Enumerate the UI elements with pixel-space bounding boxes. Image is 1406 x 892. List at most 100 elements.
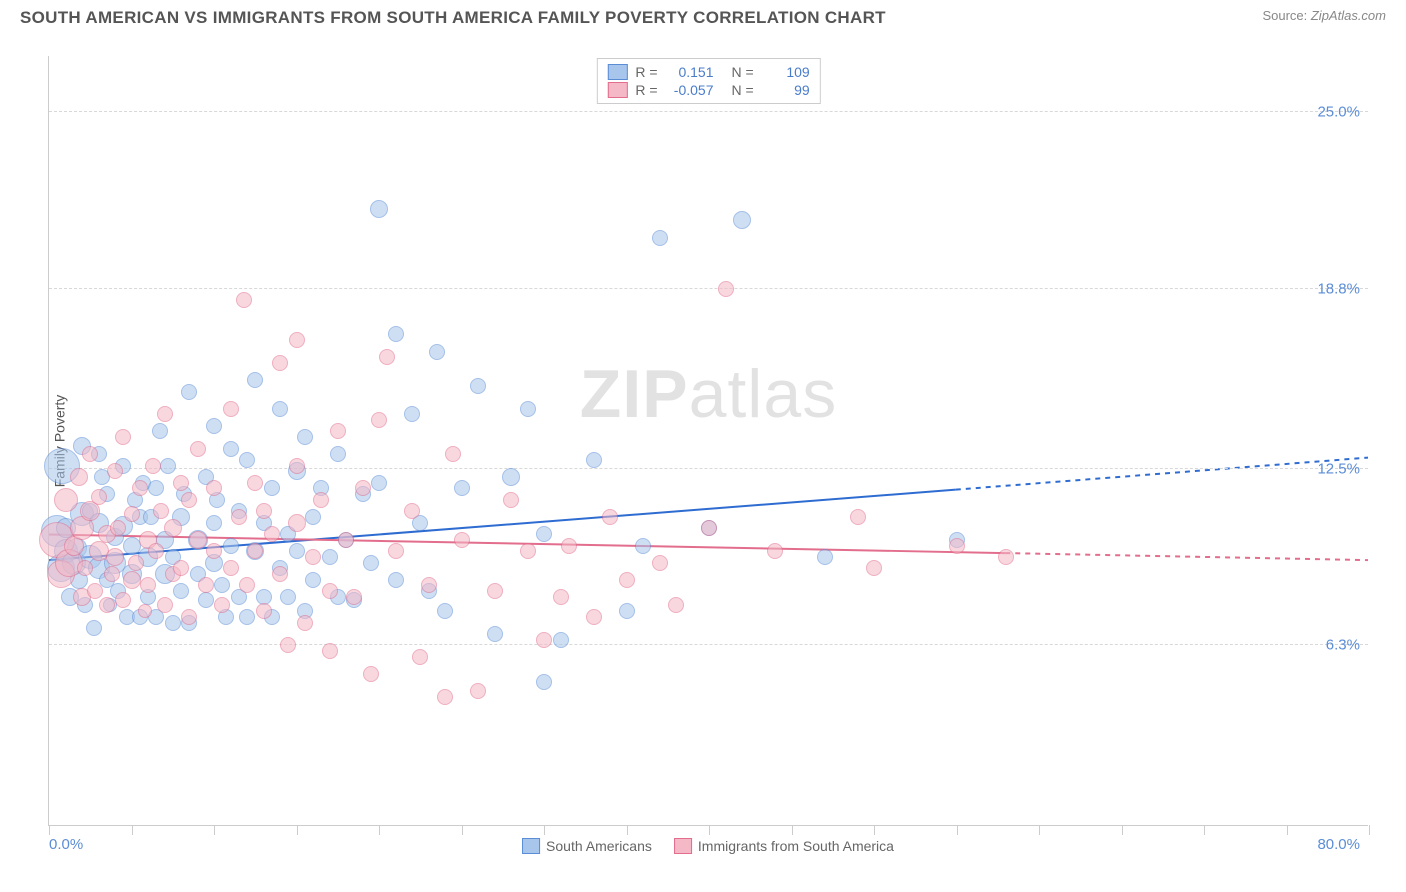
data-point bbox=[236, 292, 252, 308]
data-point bbox=[256, 603, 272, 619]
data-point bbox=[115, 429, 131, 445]
data-point bbox=[503, 492, 519, 508]
source-label: Source: bbox=[1262, 8, 1310, 23]
x-tick bbox=[544, 825, 545, 835]
bottom-legend: South Americans Immigrants from South Ame… bbox=[522, 838, 894, 854]
data-point bbox=[124, 506, 140, 522]
data-point bbox=[520, 401, 536, 417]
data-point bbox=[231, 509, 247, 525]
r-label: R = bbox=[635, 82, 657, 98]
data-point bbox=[239, 609, 255, 625]
data-point bbox=[247, 372, 263, 388]
data-point bbox=[602, 509, 618, 525]
data-point bbox=[99, 597, 115, 613]
data-point bbox=[305, 549, 321, 565]
data-point bbox=[206, 480, 222, 496]
x-tick bbox=[1039, 825, 1040, 835]
data-point bbox=[123, 571, 141, 589]
data-point bbox=[138, 604, 152, 618]
gridline bbox=[49, 288, 1368, 289]
data-point bbox=[536, 674, 552, 690]
x-tick bbox=[1204, 825, 1205, 835]
x-tick bbox=[792, 825, 793, 835]
data-point bbox=[388, 326, 404, 342]
data-point bbox=[198, 577, 214, 593]
watermark-thin: atlas bbox=[689, 356, 838, 432]
data-point bbox=[330, 446, 346, 462]
x-tick bbox=[627, 825, 628, 835]
data-point bbox=[181, 609, 197, 625]
data-point bbox=[322, 549, 338, 565]
data-point bbox=[223, 538, 239, 554]
legend-label: South Americans bbox=[546, 838, 652, 854]
data-point bbox=[388, 572, 404, 588]
stat-row: R =0.151N =109 bbox=[607, 63, 809, 81]
data-point bbox=[160, 458, 176, 474]
data-point bbox=[866, 560, 882, 576]
watermark-bold: ZIP bbox=[580, 356, 689, 432]
data-point bbox=[586, 609, 602, 625]
data-point bbox=[128, 555, 144, 571]
legend-label: Immigrants from South America bbox=[698, 838, 894, 854]
data-point bbox=[173, 583, 189, 599]
x-tick bbox=[214, 825, 215, 835]
legend-swatch bbox=[674, 838, 692, 854]
data-point bbox=[437, 603, 453, 619]
y-tick-label: 18.8% bbox=[1317, 280, 1360, 297]
data-point bbox=[404, 406, 420, 422]
data-point bbox=[949, 538, 965, 554]
data-point bbox=[289, 458, 305, 474]
data-point bbox=[206, 418, 222, 434]
data-point bbox=[173, 475, 189, 491]
data-point bbox=[470, 683, 486, 699]
data-point bbox=[487, 583, 503, 599]
data-point bbox=[181, 492, 197, 508]
data-point bbox=[148, 480, 164, 496]
n-label: N = bbox=[732, 82, 754, 98]
x-min-label: 0.0% bbox=[49, 836, 83, 853]
data-point bbox=[536, 526, 552, 542]
data-point bbox=[536, 632, 552, 648]
data-point bbox=[104, 566, 120, 582]
y-tick-label: 25.0% bbox=[1317, 104, 1360, 121]
data-point bbox=[181, 384, 197, 400]
data-point bbox=[652, 555, 668, 571]
n-value: 109 bbox=[762, 64, 810, 80]
data-point bbox=[454, 532, 470, 548]
data-point bbox=[289, 543, 305, 559]
x-tick bbox=[1122, 825, 1123, 835]
data-point bbox=[652, 230, 668, 246]
data-point bbox=[247, 475, 263, 491]
data-point bbox=[998, 549, 1014, 565]
legend-swatch bbox=[607, 82, 627, 98]
data-point bbox=[264, 480, 280, 496]
data-point bbox=[437, 689, 453, 705]
data-point bbox=[388, 543, 404, 559]
data-point bbox=[553, 632, 569, 648]
x-tick bbox=[297, 825, 298, 835]
data-point bbox=[70, 468, 88, 486]
data-point bbox=[239, 452, 255, 468]
data-point bbox=[502, 468, 520, 486]
data-point bbox=[165, 615, 181, 631]
data-point bbox=[247, 543, 263, 559]
n-label: N = bbox=[732, 64, 754, 80]
data-point bbox=[379, 349, 395, 365]
data-point bbox=[305, 509, 321, 525]
data-point bbox=[619, 572, 635, 588]
data-point bbox=[733, 211, 751, 229]
x-max-label: 80.0% bbox=[1317, 836, 1360, 853]
data-point bbox=[817, 549, 833, 565]
x-tick bbox=[379, 825, 380, 835]
data-point bbox=[322, 583, 338, 599]
stat-row: R =-0.057N =99 bbox=[607, 81, 809, 99]
data-point bbox=[487, 626, 503, 642]
x-tick bbox=[874, 825, 875, 835]
data-point bbox=[371, 412, 387, 428]
data-point bbox=[123, 537, 141, 555]
x-tick bbox=[1287, 825, 1288, 835]
y-tick-label: 6.3% bbox=[1326, 637, 1360, 654]
data-point bbox=[289, 332, 305, 348]
data-point bbox=[288, 514, 306, 532]
data-point bbox=[371, 475, 387, 491]
